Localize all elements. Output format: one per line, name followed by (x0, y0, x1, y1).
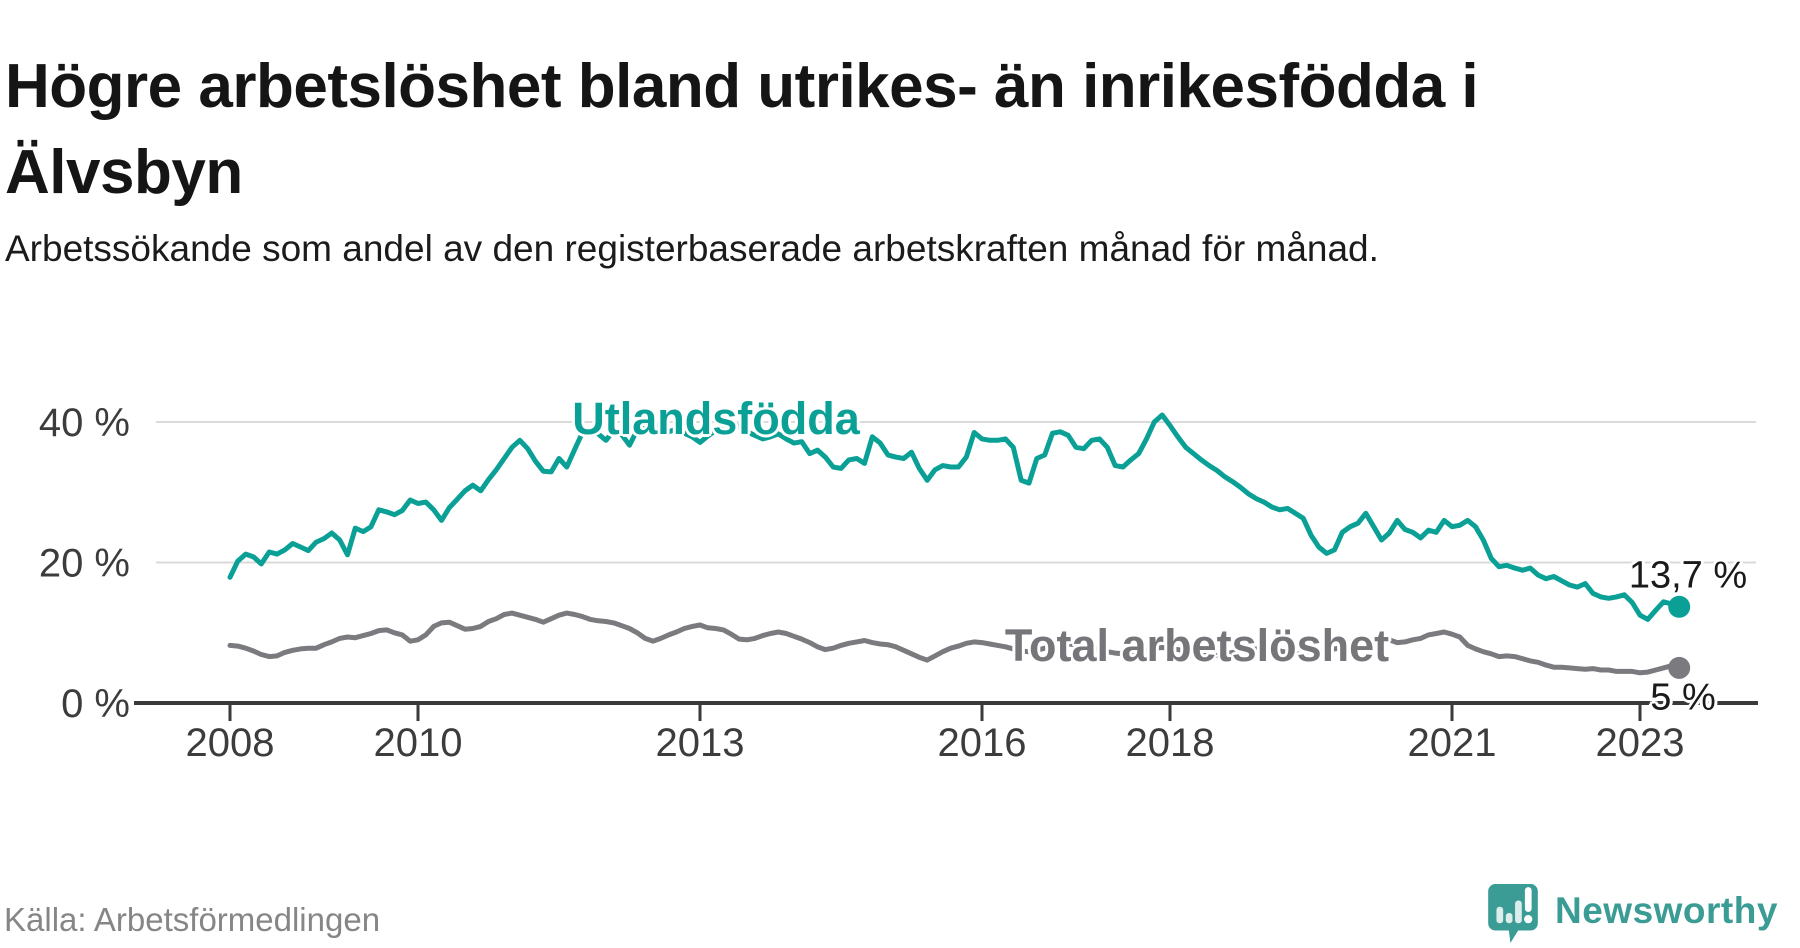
y-tick-label: 20 % (39, 542, 130, 586)
y-tick-label: 40 % (39, 401, 130, 445)
x-tick-label: 2013 (656, 721, 745, 765)
newsworthy-logo: Newsworthy (1488, 884, 1778, 944)
y-tick-label: 0 % (61, 682, 130, 726)
x-tick-label: 2016 (938, 721, 1027, 765)
series-label-total-arbetsloshet: Total arbetslöshet (1004, 620, 1390, 671)
series-end-dot-1 (1668, 656, 1691, 679)
series-end-dot-0 (1668, 595, 1691, 618)
series-label-utlandsfodda: Utlandsfödda (572, 393, 860, 444)
series-line-1 (227, 610, 1682, 676)
page-title: Högre arbetslöshet bland utrikes- än inr… (5, 51, 1479, 207)
end-value-label-total: 5 % (1650, 676, 1716, 719)
x-tick-label: 2023 (1596, 721, 1685, 765)
x-tick-label: 2018 (1126, 721, 1215, 765)
newsworthy-icon (1488, 884, 1538, 943)
end-value-label-utlandsfodda: 13,7 % (1628, 554, 1748, 597)
chart-subtitle: Arbetssökande som andel av den registerb… (5, 228, 1379, 269)
x-tick-label: 2010 (374, 721, 463, 765)
x-tick-label: 2021 (1408, 721, 1497, 765)
x-tick-label: 2008 (186, 721, 275, 765)
source-note: Källa: Arbetsförmedlingen (4, 901, 381, 938)
newsworthy-wordmark: Newsworthy (1555, 890, 1778, 931)
series-line-0 (227, 412, 1682, 622)
